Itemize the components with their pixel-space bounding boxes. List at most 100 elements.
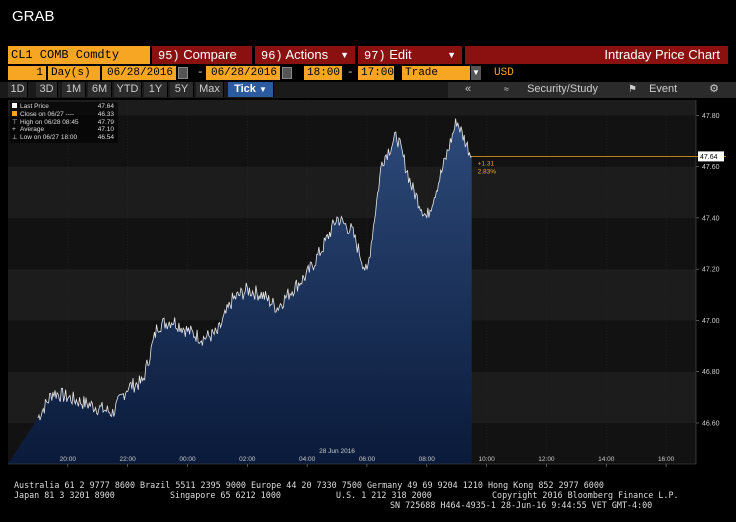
range-1y[interactable]: 1Y [144,82,168,97]
compare-button[interactable]: 95) Compare [152,46,252,64]
app-title: GRAB [12,8,55,25]
security-study-label: Security/Study [527,83,598,95]
period-count-input[interactable]: 1 [8,66,46,80]
toolbar: 1D 3D 1M 6M YTD 1Y 5Y Max Tick ▼ « ≈ Sec… [0,82,736,98]
x-tick-label: 02:00 [239,456,256,463]
command-bar: CL1 COMB Comdty 95) Compare 96) Actions … [0,46,736,64]
x-tick-label: 10:00 [478,456,495,463]
actions-number: 96) [261,49,283,63]
x-tick-label: 08:00 [419,456,436,463]
legend-value: 46.54 [97,134,114,142]
currency-label: USD [494,67,514,79]
y-tick-label: 47.40 [702,215,720,222]
legend-item: ⊤ High on 06/28 08:45 47.79 [12,119,116,127]
legend-item: Last Price 47.64 [12,103,116,111]
y-tick-label: 47.60 [702,164,720,171]
x-tick-label: 16:00 [658,456,675,463]
edit-number: 97) [364,49,386,63]
x-tick-label: 06:00 [359,456,376,463]
footer-contacts-line1: Australia 61 2 9777 8600 Brazil 5511 239… [14,480,604,490]
range-1d[interactable]: 1D [8,82,28,97]
actions-button[interactable]: 96) Actions ▼ [255,46,355,64]
legend: Last Price 47.64 Close on 06/27 ---- 46.3… [10,102,118,143]
line-chart-icon: ≈ [504,84,509,94]
footer-contact-japan: Japan 81 3 3201 8900 [14,490,115,500]
y-tick-label: 46.60 [702,420,720,427]
start-date-input[interactable]: 06/28/2016 [102,66,176,80]
range-max[interactable]: Max [196,82,224,97]
range-1m[interactable]: 1M [62,82,86,97]
chevron-down-icon[interactable]: ▼ [471,66,481,80]
tick-label: Tick [234,83,256,95]
range-6m[interactable]: 6M [88,82,112,97]
swatch-icon [12,110,17,116]
x-tick-label: 14:00 [598,456,615,463]
legend-value: 47.79 [97,118,114,126]
actions-label: Actions [285,47,329,62]
compare-number: 95) [158,49,180,63]
low-marker-icon: ⊥ [12,134,18,142]
last-price-tag-label: 47.64 [700,154,718,161]
calendar-icon[interactable] [282,67,292,79]
gear-icon[interactable]: ⚙ [709,83,719,95]
collapse-left-icon[interactable]: « [464,83,472,95]
change-absolute: +1.31 [478,160,495,167]
compare-label: Compare [183,47,237,62]
security-study-button[interactable]: ≈ Security/Study [504,82,614,97]
chart-title: Intraday Price Chart [465,46,728,64]
legend-label: Average [20,126,45,134]
tick-dropdown[interactable]: Tick ▼ [228,82,274,97]
x-tick-label: 20:00 [60,456,77,463]
start-time-input[interactable]: 18:00 [304,66,342,80]
period-row: 1 Day(s) 06/28/2016 - 06/28/2016 18:00 -… [0,65,736,81]
toolbar-right: « ≈ Security/Study ⚑ Event ⚙ [448,82,736,98]
event-type-select[interactable]: Trade [402,66,470,80]
footer: Australia 61 2 9777 8600 Brazil 5511 239… [0,480,736,522]
range-ytd[interactable]: YTD [114,82,142,97]
y-tick-label: 47.00 [702,318,720,325]
legend-label: Low on 06/27 18:00 [20,134,78,142]
grid-band [8,100,696,116]
grid-band [8,166,696,218]
flag-icon: ⚑ [628,84,637,95]
end-date-input[interactable]: 06/28/2016 [206,66,280,80]
footer-contact-singapore: Singapore 65 6212 1000 [170,490,281,500]
x-axis: 20:00 22:00 00:00 02:00 04:00 06:00 08:00 10:00… [8,456,696,467]
legend-value: 46.33 [97,110,114,118]
price-area [8,118,472,464]
y-axis: 46.60 46.80 47.00 47.20 47.40 47.60 47.80 [695,100,720,464]
y-tick-label: 46.80 [702,369,720,376]
date-separator: - [197,67,204,79]
price-chart[interactable]: 46.60 46.80 47.00 47.20 47.40 47.60 47.80 20:0… [0,98,736,470]
calendar-icon[interactable] [178,67,188,79]
grid-band [8,115,696,167]
range-3d[interactable]: 3D [36,82,58,97]
legend-label: High on 06/28 08:45 [20,118,79,126]
edit-button[interactable]: 97) Edit ▼ [358,46,462,64]
legend-label: Last Price [20,103,49,110]
event-button[interactable]: ⚑ Event [628,82,698,97]
last-price-tag [698,151,724,162]
x-tick-label: 04:00 [299,456,316,463]
x-tick-label: 00:00 [179,456,196,463]
footer-contact-us: U.S. 1 212 318 2000 [336,490,432,500]
chevron-down-icon: ▼ [258,85,267,94]
event-label: Event [649,83,678,95]
change-percent: 2.83% [478,168,497,175]
x-tick-label: 12:00 [538,456,555,463]
footer-copyright: Copyright 2016 Bloomberg Finance L.P. [492,490,679,500]
swatch-icon [12,103,17,108]
period-unit-select[interactable]: Day(s) [48,66,100,80]
average-marker-icon: + [12,126,16,134]
legend-item: + Average 47.10 [12,126,116,134]
y-tick-label: 47.80 [702,113,720,120]
time-separator: - [347,67,354,79]
range-5y[interactable]: 5Y [170,82,194,97]
y-tick-label: 47.20 [702,267,720,274]
legend-value: 47.10 [97,126,114,134]
end-time-input[interactable]: 17:00 [358,66,394,80]
high-marker-icon: ⊤ [12,118,18,126]
security-input[interactable]: CL1 COMB Comdty [8,46,150,64]
price-line [37,118,472,421]
x-tick-label: 22:00 [120,456,137,463]
